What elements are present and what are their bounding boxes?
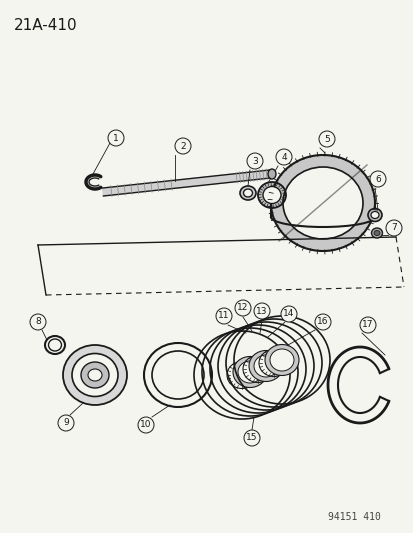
Ellipse shape [257,182,285,208]
Ellipse shape [248,351,282,382]
Text: 10: 10 [140,421,152,430]
Ellipse shape [237,361,261,383]
Polygon shape [102,170,270,196]
Polygon shape [271,155,374,251]
Text: 21A-410: 21A-410 [14,18,78,33]
Ellipse shape [81,362,109,388]
Circle shape [318,131,334,147]
Text: 3: 3 [252,157,257,166]
Text: 4: 4 [280,152,286,161]
Circle shape [280,306,296,322]
Ellipse shape [373,230,379,236]
Ellipse shape [88,369,102,381]
Text: 5: 5 [323,134,329,143]
Ellipse shape [254,355,277,377]
Text: 9: 9 [63,418,69,427]
Circle shape [359,317,375,333]
Circle shape [275,149,291,165]
Text: 7: 7 [390,223,396,232]
Text: 11: 11 [218,311,229,320]
Ellipse shape [267,169,275,179]
Circle shape [108,130,124,146]
Circle shape [175,138,190,154]
Circle shape [314,314,330,330]
Ellipse shape [240,186,255,200]
Text: 13: 13 [256,306,267,316]
Text: 16: 16 [316,318,328,327]
Ellipse shape [72,353,118,397]
Text: 15: 15 [246,433,257,442]
Circle shape [216,308,231,324]
Text: 1: 1 [113,133,119,142]
Circle shape [58,415,74,431]
Circle shape [254,303,269,319]
Ellipse shape [269,349,293,371]
Text: 6: 6 [374,174,380,183]
Ellipse shape [233,357,266,387]
Text: 8: 8 [35,318,41,327]
Circle shape [138,417,154,433]
Ellipse shape [370,228,382,238]
Circle shape [385,220,401,236]
Circle shape [247,153,262,169]
Circle shape [30,314,46,330]
Ellipse shape [262,187,280,204]
Circle shape [243,430,259,446]
Circle shape [369,171,385,187]
Text: 94151 410: 94151 410 [327,512,380,522]
Ellipse shape [264,344,298,376]
Circle shape [235,300,250,316]
Ellipse shape [63,345,127,405]
Text: 14: 14 [282,310,294,319]
Text: 12: 12 [237,303,248,312]
Ellipse shape [367,208,381,222]
Text: 2: 2 [180,141,185,150]
Ellipse shape [370,212,378,219]
Text: 17: 17 [361,320,373,329]
Ellipse shape [243,189,252,197]
